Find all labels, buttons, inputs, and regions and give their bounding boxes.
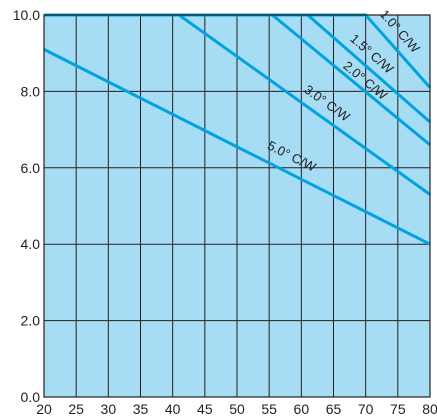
y-tick-label-2: 4.0 bbox=[21, 236, 41, 252]
x-axis-tick-labels: 20 25 30 35 40 45 50 55 60 65 70 75 80 bbox=[36, 401, 437, 417]
x-tick-label-10: 70 bbox=[358, 401, 374, 417]
x-tick-label-1: 25 bbox=[68, 401, 84, 417]
x-tick-label-12: 80 bbox=[422, 401, 437, 417]
x-tick-label-0: 20 bbox=[36, 401, 52, 417]
y-tick-label-4: 8.0 bbox=[21, 83, 41, 99]
x-tick-label-4: 40 bbox=[165, 401, 181, 417]
x-tick-label-7: 55 bbox=[261, 401, 277, 417]
x-tick-label-8: 60 bbox=[294, 401, 310, 417]
x-tick-label-6: 50 bbox=[229, 401, 245, 417]
plot-border bbox=[43, 14, 431, 398]
series-line-4 bbox=[43, 48, 431, 246]
x-tick-label-2: 30 bbox=[101, 401, 117, 417]
x-tick-label-3: 35 bbox=[133, 401, 149, 417]
y-tick-label-3: 6.0 bbox=[21, 160, 41, 176]
x-tick-label-9: 65 bbox=[326, 401, 342, 417]
y-tick-label-0: 0.0 bbox=[21, 389, 41, 405]
y-tick-label-5: 10.0 bbox=[13, 7, 40, 23]
y-tick-label-1: 2.0 bbox=[21, 313, 41, 329]
x-tick-label-5: 45 bbox=[197, 401, 213, 417]
y-axis-tick-labels: 0.0 2.0 4.0 6.0 8.0 10.0 bbox=[13, 7, 40, 405]
x-tick-label-11: 75 bbox=[390, 401, 406, 417]
